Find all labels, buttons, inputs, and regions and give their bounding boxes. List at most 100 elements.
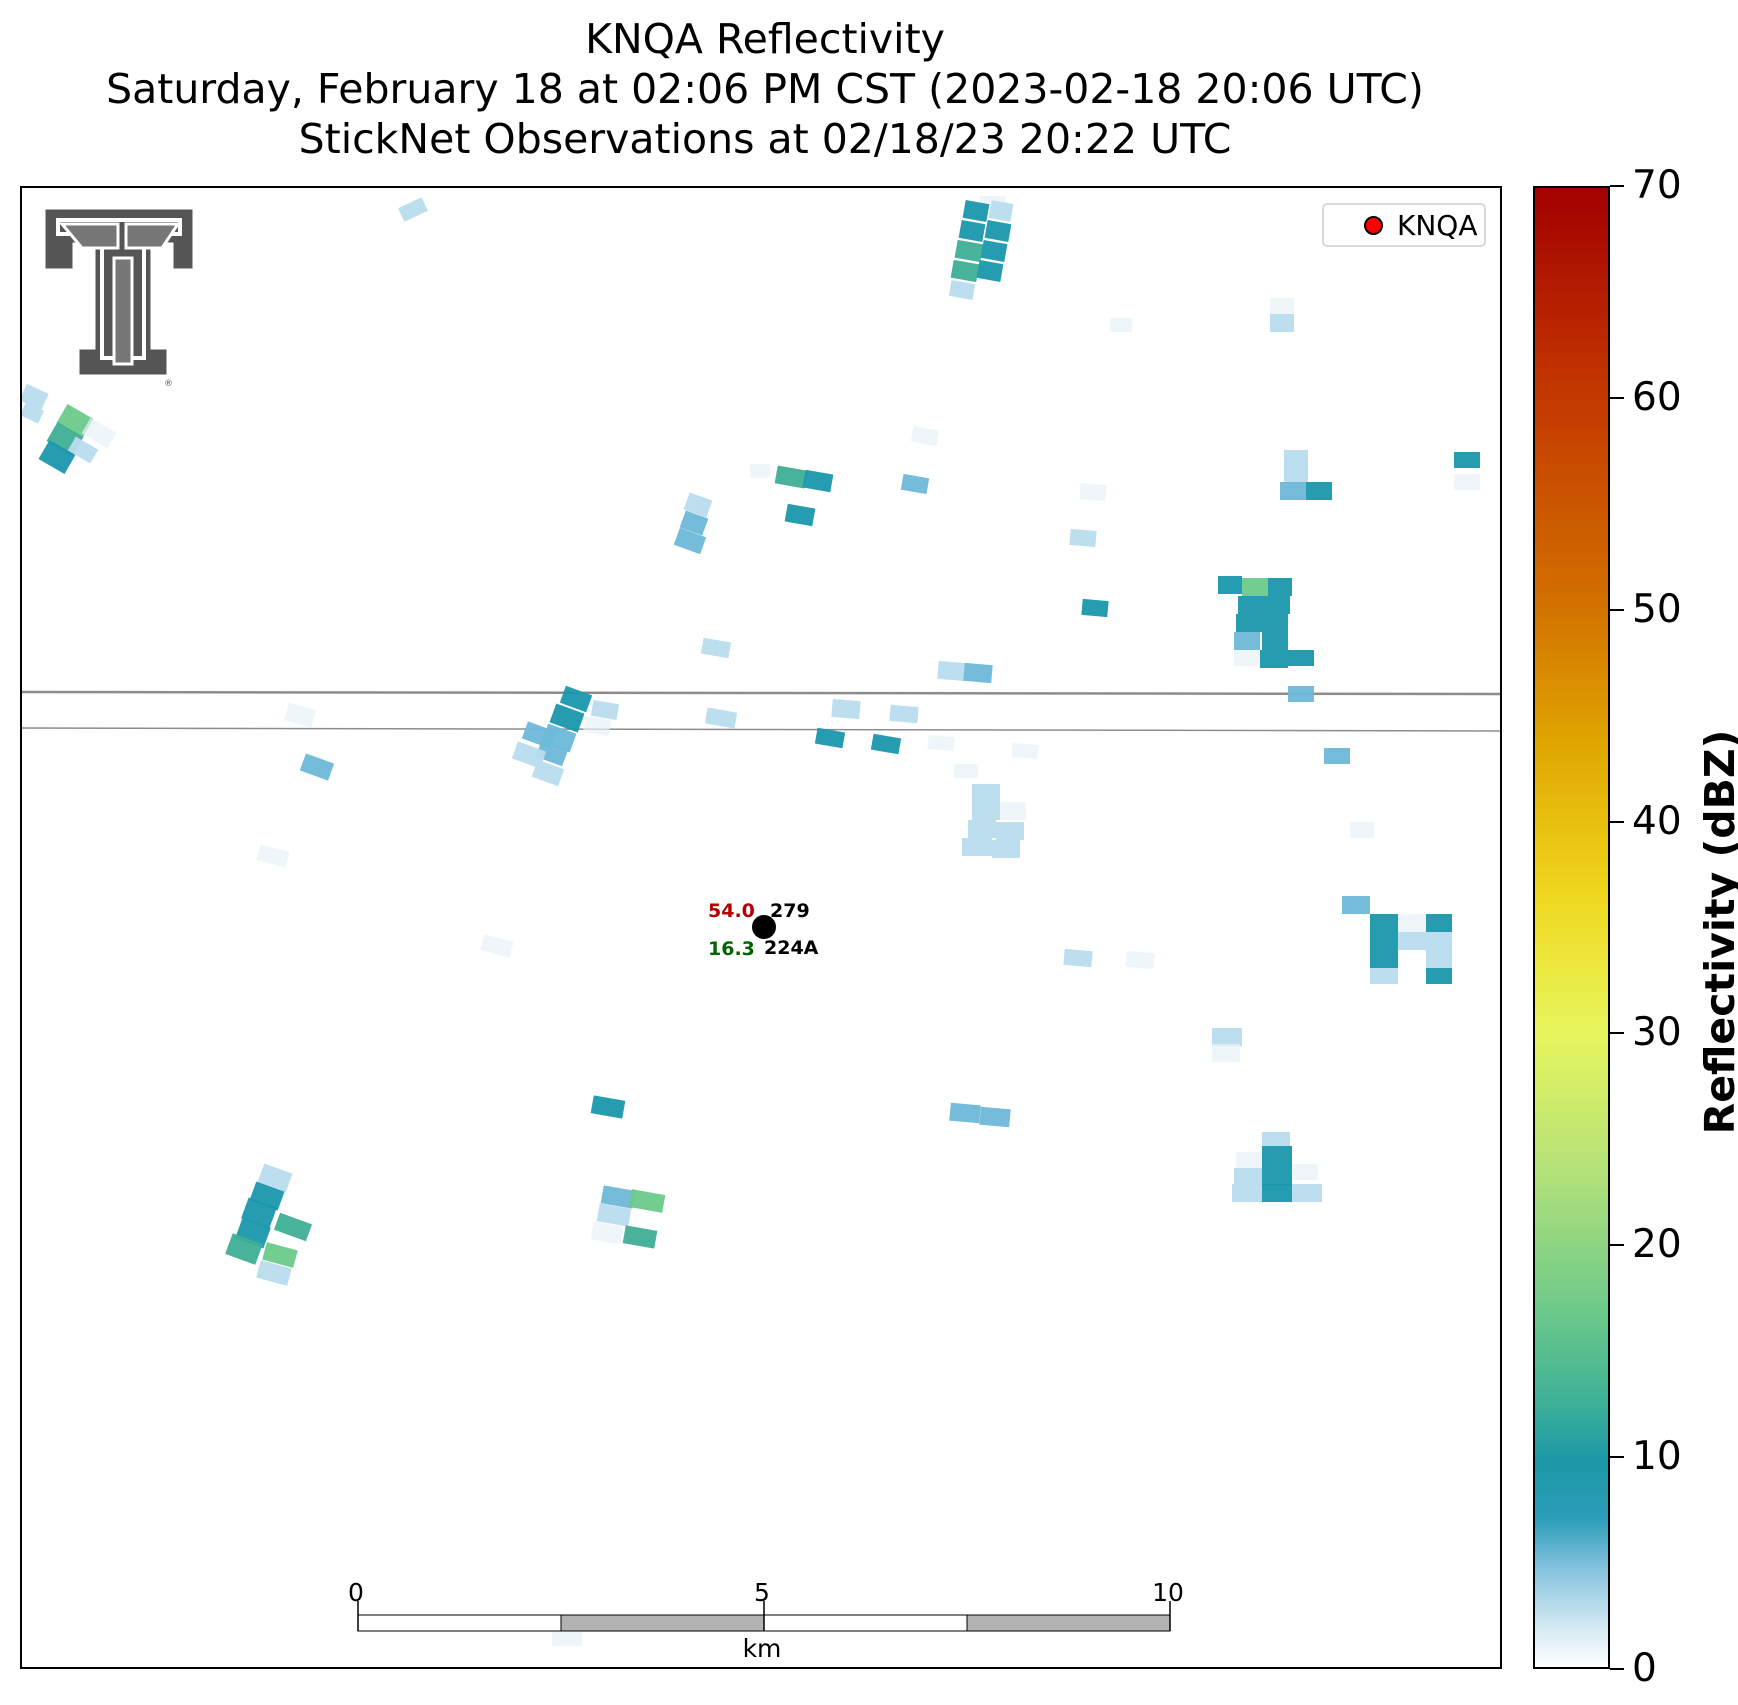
reflectivity-cell xyxy=(889,704,919,724)
reflectivity-cell xyxy=(1370,914,1398,932)
reflectivity-cell xyxy=(596,1203,632,1227)
station-temperature: 54.0 xyxy=(708,900,755,922)
reflectivity-cell xyxy=(1063,948,1093,968)
colorbar-tick-label: 70 xyxy=(1632,163,1682,208)
reflectivity-cell xyxy=(976,260,1004,282)
reflectivity-cell xyxy=(1398,932,1426,950)
colorbar-label: Reflectivity (dBZ) xyxy=(1696,729,1738,1135)
colorbar-tick-label: 40 xyxy=(1632,798,1682,844)
reflectivity-cells xyxy=(22,196,1480,1646)
reflectivity-cell xyxy=(992,840,1020,858)
reflectivity-cell xyxy=(480,934,514,958)
reflectivity-cell xyxy=(559,685,593,713)
reflectivity-cell xyxy=(1262,1146,1292,1166)
road-line xyxy=(22,727,1500,732)
reflectivity-cell xyxy=(1236,614,1262,632)
reflectivity-cell xyxy=(225,1233,263,1265)
reflectivity-cell xyxy=(1288,686,1314,702)
reflectivity-cell xyxy=(948,280,976,300)
reflectivity-cell xyxy=(1242,578,1268,596)
reflectivity-cell xyxy=(774,465,808,489)
reflectivity-cell xyxy=(1234,650,1260,666)
reflectivity-cell xyxy=(1370,950,1398,968)
colorbar-tick-label: 60 xyxy=(1632,374,1682,420)
reflectivity-cell xyxy=(1081,598,1109,618)
reflectivity-cell xyxy=(1426,932,1452,950)
reflectivity-cell xyxy=(1069,528,1097,548)
reflectivity-cell xyxy=(1324,748,1350,764)
reflectivity-cell xyxy=(937,660,967,682)
reflectivity-cell xyxy=(552,1632,582,1646)
reflectivity-cell xyxy=(750,464,770,478)
reflectivity-cell xyxy=(582,715,612,737)
colorbar-tick-label: 0 xyxy=(1632,1646,1657,1691)
reflectivity-cell xyxy=(963,662,993,684)
reflectivity-cell xyxy=(927,734,955,752)
reflectivity-cell xyxy=(784,503,816,527)
legend-label: KNQA xyxy=(1397,208,1478,242)
reflectivity-cell xyxy=(1370,932,1398,950)
reflectivity-cell xyxy=(1262,1166,1292,1186)
reflectivity-cell xyxy=(802,469,834,493)
colorbar-tick-mark xyxy=(1610,1668,1624,1670)
reflectivity-cell xyxy=(590,1221,624,1245)
reflectivity-cell xyxy=(950,259,980,283)
reflectivity-cell xyxy=(962,200,990,222)
scale-unit: km xyxy=(742,1634,782,1663)
reflectivity-cell xyxy=(1125,950,1155,970)
reflectivity-cell xyxy=(1264,596,1290,614)
colorbar-tick-mark xyxy=(1610,1032,1624,1035)
reflectivity-cell xyxy=(38,439,76,475)
reflectivity-cell xyxy=(1232,1184,1262,1202)
reflectivity-cell xyxy=(962,838,992,856)
sticknet-station-marker xyxy=(752,915,776,939)
reflectivity-cell xyxy=(1306,482,1332,500)
reflectivity-cell xyxy=(1270,314,1294,332)
reflectivity-cell xyxy=(1280,482,1306,500)
reflectivity-cell xyxy=(1454,474,1480,490)
reflectivity-cell xyxy=(1110,318,1132,332)
map-legend: KNQA xyxy=(1322,203,1486,247)
reflectivity-cell xyxy=(1262,632,1288,650)
reflectivity-cell xyxy=(870,733,902,755)
reflectivity-cell xyxy=(1370,968,1398,984)
reflectivity-cell xyxy=(1270,298,1294,316)
station-dewpoint: 16.3 xyxy=(708,938,755,960)
reflectivity-cell xyxy=(996,822,1024,840)
colorbar-tick-label: 10 xyxy=(1632,1434,1682,1480)
road-line xyxy=(22,690,1500,696)
texas-tech-double-t-logo xyxy=(42,206,196,378)
chart-title-line1: KNQA Reflectivity xyxy=(585,15,945,63)
reflectivity-cell xyxy=(256,1260,292,1286)
reflectivity-cell xyxy=(1284,466,1308,484)
reflectivity-cell xyxy=(949,1102,981,1124)
reflectivity-cell xyxy=(273,1212,313,1242)
reflectivity-cell xyxy=(1426,950,1452,968)
reflectivity-cell xyxy=(521,721,557,749)
station-id: 224A xyxy=(764,937,819,959)
reflectivity-cell xyxy=(972,784,1000,802)
reflectivity-cell xyxy=(535,739,569,767)
reflectivity-cell xyxy=(600,1185,636,1209)
reflectivity-cell xyxy=(1350,822,1374,838)
reflectivity-cell xyxy=(590,699,620,721)
reflectivity-cell xyxy=(1454,452,1480,468)
reflectivity-cell xyxy=(1238,596,1264,614)
reflectivity-cell xyxy=(900,473,930,495)
reflectivity-cell xyxy=(700,637,732,659)
scale-tick-10: 10 xyxy=(1152,1578,1184,1607)
reflectivity-cell xyxy=(980,240,1008,262)
reflectivity-cell xyxy=(1268,578,1292,596)
reflectivity-cell xyxy=(590,1095,626,1119)
reflectivity-cell xyxy=(979,1106,1011,1128)
reflectivity-cell xyxy=(81,417,117,449)
chart-title-line2: Saturday, February 18 at 02:06 PM CST (2… xyxy=(106,65,1424,113)
colorbar-tick-mark xyxy=(1610,1456,1624,1459)
reflectivity-cell xyxy=(284,702,316,728)
reflectivity-cell xyxy=(622,1225,658,1249)
radar-location-marker-icon xyxy=(1364,215,1383,235)
colorbar-tick-mark xyxy=(1610,1244,1624,1247)
reflectivity-cell xyxy=(67,436,99,464)
reflectivity-cell xyxy=(22,383,49,411)
reflectivity-cell xyxy=(1292,1184,1322,1202)
